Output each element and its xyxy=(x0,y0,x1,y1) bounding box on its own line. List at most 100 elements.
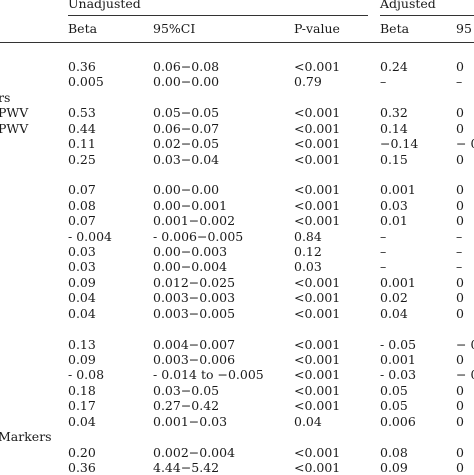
cell-ci: 0.001−0.002 xyxy=(153,213,236,229)
cell-ci: 0.27−0.42 xyxy=(153,398,220,414)
cell-ci: 0.02−0.05 xyxy=(153,136,220,152)
cell-ci: - 0.014 to −0.005 xyxy=(153,367,264,383)
cell-beta: 0.08 xyxy=(68,197,96,213)
group-underline xyxy=(68,15,368,16)
cell-pvalue: 0.03 xyxy=(294,259,322,275)
cell-pvalue: <0.001 xyxy=(294,444,341,460)
cell-pvalue: <0.001 xyxy=(294,213,341,229)
cell-beta-adjusted: 0.09 xyxy=(380,459,408,475)
cell-beta-adjusted: 0.001 xyxy=(380,351,416,367)
cell-beta-adjusted: 0.006 xyxy=(380,413,416,429)
cell-ci-adjusted: − 0 xyxy=(456,367,474,383)
cell-ci-adjusted: 0 xyxy=(456,398,464,414)
header-beta-adjusted: Beta xyxy=(380,21,410,36)
cell-beta-adjusted: 0.04 xyxy=(380,305,408,321)
cell-pvalue: 0.84 xyxy=(294,228,322,244)
cell-ci-adjusted: − 0 xyxy=(456,136,474,152)
cell-beta: 0.11 xyxy=(68,136,96,152)
cell-ci: 0.00−0.00 xyxy=(153,74,220,90)
cell-pvalue: <0.001 xyxy=(294,305,341,321)
cell-beta-adjusted: 0.05 xyxy=(380,398,408,414)
cell-beta: 0.25 xyxy=(68,151,96,167)
cell-beta: 0.04 xyxy=(68,290,96,306)
cell-ci-adjusted: 0 xyxy=(456,213,464,229)
cell-pvalue: <0.001 xyxy=(294,120,341,136)
cell-ci-adjusted: 0 xyxy=(456,182,464,198)
cell-beta-adjusted: 0.08 xyxy=(380,444,408,460)
header-ci-adjusted: 95 xyxy=(456,21,472,36)
group-underline-adjusted xyxy=(380,15,474,16)
cell-beta: 0.36 xyxy=(68,59,96,74)
cell-ci-adjusted: 0 xyxy=(456,351,464,367)
cell-ci-adjusted: – xyxy=(456,259,463,275)
cell-pvalue: <0.001 xyxy=(294,105,341,121)
cell-beta-adjusted: 0.02 xyxy=(380,290,408,306)
cell-ci-adjusted: 0 xyxy=(456,59,464,74)
cell-ci: 0.002−0.004 xyxy=(153,444,236,460)
row-label: PWV xyxy=(0,120,29,136)
cell-ci-adjusted: 0 xyxy=(456,459,464,475)
cell-beta-adjusted: 0.03 xyxy=(380,197,408,213)
cell-ci: 0.00−0.00 xyxy=(153,182,220,198)
cell-ci: 0.06−0.08 xyxy=(153,59,220,74)
cell-beta: 0.03 xyxy=(68,244,96,260)
cell-ci-adjusted: 0 xyxy=(456,444,464,460)
cell-pvalue: 0.79 xyxy=(294,74,322,90)
cell-beta-adjusted: – xyxy=(380,259,387,275)
cell-beta-adjusted: 0.001 xyxy=(380,182,416,198)
header-pvalue: P-value xyxy=(294,21,340,36)
cell-ci-adjusted: 0 xyxy=(456,197,464,213)
cell-beta: 0.44 xyxy=(68,120,96,136)
cell-beta: 0.09 xyxy=(68,274,96,290)
cell-beta: 0.53 xyxy=(68,105,96,121)
cell-beta: - 0.08 xyxy=(68,367,105,383)
cell-ci: 0.03−0.04 xyxy=(153,151,220,167)
cell-beta-adjusted: - 0.05 xyxy=(380,336,417,352)
cell-ci: 0.003−0.005 xyxy=(153,305,236,321)
cell-beta: 0.17 xyxy=(68,398,96,414)
cell-ci-adjusted: 0 xyxy=(456,105,464,121)
cell-ci: 4.44−5.42 xyxy=(153,459,220,475)
cell-beta-adjusted: −0.14 xyxy=(380,136,419,152)
cell-pvalue: <0.001 xyxy=(294,274,341,290)
cell-ci-adjusted: 0 xyxy=(456,274,464,290)
cell-beta-adjusted: 0.05 xyxy=(380,382,408,398)
cell-pvalue: <0.001 xyxy=(294,459,341,475)
cell-pvalue: <0.001 xyxy=(294,151,341,167)
cell-ci-adjusted: 0 xyxy=(456,151,464,167)
cell-beta-adjusted: 0.01 xyxy=(380,213,408,229)
cell-ci-adjusted: 0 xyxy=(456,305,464,321)
cell-ci: 0.003−0.006 xyxy=(153,351,236,367)
header-ci: 95%CI xyxy=(153,21,196,36)
cell-ci: 0.004−0.007 xyxy=(153,336,236,352)
cell-beta-adjusted: 0.15 xyxy=(380,151,408,167)
header-group-adjusted: Adjusted xyxy=(380,0,436,11)
cell-pvalue: <0.001 xyxy=(294,290,341,306)
cell-ci-adjusted: 0 xyxy=(456,120,464,136)
cell-beta-adjusted: – xyxy=(380,74,387,90)
cell-ci: 0.05−0.05 xyxy=(153,105,220,121)
cell-beta-adjusted: – xyxy=(380,244,387,260)
cell-ci: 0.03−0.05 xyxy=(153,382,220,398)
cell-ci-adjusted: 0 xyxy=(456,413,464,429)
cell-beta: - 0.004 xyxy=(68,228,112,244)
cell-ci-adjusted: – xyxy=(456,74,463,90)
cell-pvalue: <0.001 xyxy=(294,182,341,198)
cell-beta: 0.09 xyxy=(68,351,96,367)
cell-beta: 0.18 xyxy=(68,382,96,398)
cell-pvalue: <0.001 xyxy=(294,336,341,352)
cell-ci-adjusted: − 0 xyxy=(456,336,474,352)
cell-pvalue: 0.12 xyxy=(294,244,322,260)
cell-beta: 0.03 xyxy=(68,259,96,275)
cell-pvalue: <0.001 xyxy=(294,59,341,74)
cell-pvalue: <0.001 xyxy=(294,398,341,414)
row-label: rs xyxy=(0,89,11,105)
cell-ci: 0.001−0.03 xyxy=(153,413,228,429)
cell-beta-adjusted: 0.001 xyxy=(380,274,416,290)
cell-ci-adjusted: 0 xyxy=(456,382,464,398)
cell-beta-adjusted: 0.24 xyxy=(380,59,408,74)
cell-beta: 0.04 xyxy=(68,305,96,321)
cell-beta: 0.07 xyxy=(68,182,96,198)
cell-beta: 0.04 xyxy=(68,413,96,429)
